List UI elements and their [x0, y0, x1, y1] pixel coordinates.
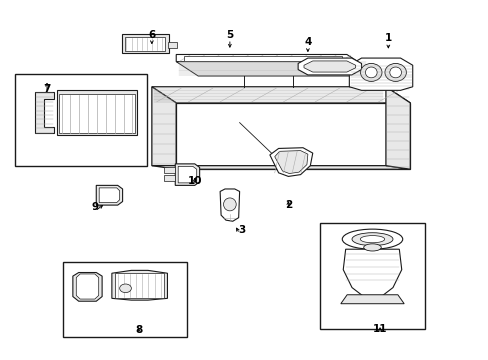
Polygon shape	[343, 249, 401, 297]
Polygon shape	[112, 270, 167, 300]
Text: 7: 7	[43, 84, 51, 94]
Text: 1: 1	[384, 33, 391, 43]
Bar	[57, 90, 137, 135]
Bar	[122, 34, 169, 53]
Ellipse shape	[223, 198, 236, 211]
Ellipse shape	[360, 235, 384, 243]
Polygon shape	[152, 87, 409, 103]
Polygon shape	[175, 164, 199, 185]
Polygon shape	[178, 166, 196, 183]
Polygon shape	[348, 58, 412, 90]
Bar	[125, 37, 164, 51]
Text: 9: 9	[91, 202, 98, 212]
Polygon shape	[73, 273, 102, 301]
Ellipse shape	[384, 63, 406, 81]
Polygon shape	[220, 189, 239, 221]
Text: 10: 10	[187, 176, 202, 186]
Polygon shape	[152, 166, 409, 169]
Bar	[63, 262, 187, 337]
Polygon shape	[152, 87, 176, 166]
Ellipse shape	[365, 67, 376, 78]
Polygon shape	[304, 61, 355, 72]
Ellipse shape	[389, 67, 401, 78]
Polygon shape	[385, 87, 409, 169]
Bar	[115, 273, 163, 298]
Polygon shape	[269, 148, 312, 176]
Text: 6: 6	[148, 30, 155, 40]
Polygon shape	[99, 188, 120, 203]
Text: 4: 4	[304, 37, 311, 47]
Polygon shape	[274, 150, 307, 174]
Bar	[15, 74, 147, 166]
Polygon shape	[35, 92, 54, 134]
Ellipse shape	[363, 244, 381, 251]
Bar	[320, 223, 424, 329]
Polygon shape	[176, 62, 368, 76]
Bar	[163, 175, 175, 181]
Ellipse shape	[342, 229, 402, 249]
Polygon shape	[176, 103, 409, 169]
Text: 3: 3	[238, 225, 245, 235]
Ellipse shape	[360, 63, 381, 81]
Bar	[183, 56, 341, 60]
Ellipse shape	[120, 284, 131, 293]
Text: 5: 5	[226, 30, 233, 40]
Polygon shape	[176, 54, 368, 76]
Bar	[168, 42, 177, 48]
Bar	[59, 94, 135, 134]
Polygon shape	[298, 58, 361, 75]
Polygon shape	[96, 185, 122, 205]
Polygon shape	[76, 274, 99, 299]
Polygon shape	[340, 295, 404, 304]
Ellipse shape	[351, 233, 392, 246]
Text: 8: 8	[135, 325, 142, 334]
Text: 11: 11	[372, 324, 386, 334]
Text: 2: 2	[284, 200, 291, 210]
Bar	[163, 167, 175, 173]
